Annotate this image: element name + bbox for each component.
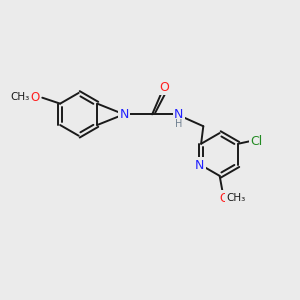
Text: N: N bbox=[174, 108, 184, 121]
Text: O: O bbox=[159, 81, 169, 94]
Text: CH₃: CH₃ bbox=[226, 193, 246, 203]
Text: Cl: Cl bbox=[250, 135, 263, 148]
Text: O: O bbox=[220, 192, 229, 205]
Text: H: H bbox=[175, 119, 183, 129]
Text: CH₃: CH₃ bbox=[11, 92, 30, 102]
Text: N: N bbox=[195, 159, 204, 172]
Text: N: N bbox=[119, 108, 129, 121]
Text: O: O bbox=[30, 91, 40, 103]
